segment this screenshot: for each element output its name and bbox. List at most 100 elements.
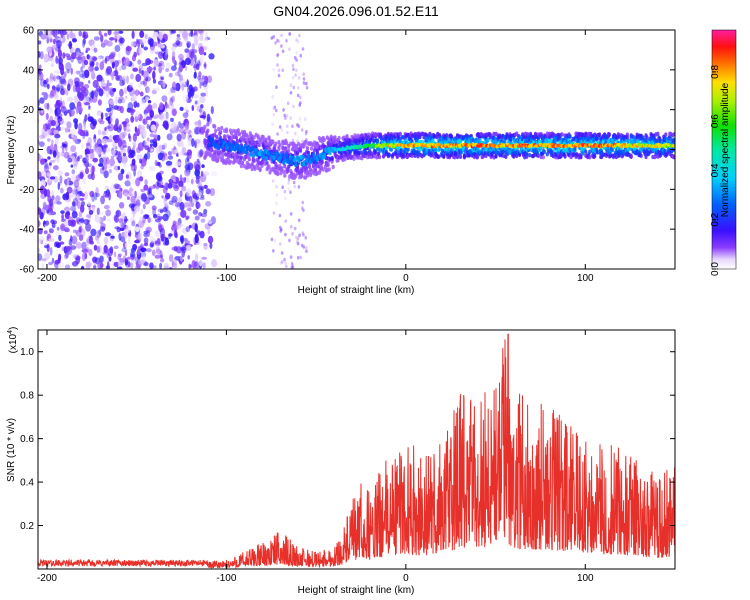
noise-cell [203, 171, 210, 176]
noise-cell [150, 124, 156, 132]
ridge-cell [320, 159, 324, 165]
ridge-cell [645, 135, 649, 140]
ridge-cell [327, 167, 331, 172]
noise-cell [113, 60, 120, 68]
noise-cell [57, 116, 63, 122]
noise-cell [127, 145, 132, 155]
ridge-cell [581, 151, 585, 156]
noise-cell [100, 112, 104, 120]
noise-cell [130, 73, 134, 80]
noise-cell [96, 112, 102, 117]
noise-cell [46, 146, 50, 151]
noise-cell [174, 71, 181, 77]
noise-cell [84, 102, 91, 106]
noise-cell [292, 85, 296, 90]
y-tick-label: 0 [28, 145, 34, 156]
noise-cell [187, 202, 194, 208]
x-tick-label: 0 [403, 273, 409, 284]
noise-cell [58, 118, 64, 125]
noise-cell [162, 81, 166, 90]
noise-cell [141, 62, 148, 67]
noise-cell [46, 36, 50, 44]
ridge-cell [218, 155, 222, 160]
noise-cell [198, 77, 204, 84]
noise-cell [151, 205, 157, 211]
noise-cell [93, 244, 98, 251]
ridge-cell [239, 155, 243, 160]
noise-cell [173, 178, 176, 183]
noise-cell [34, 227, 38, 230]
ridge-cell [520, 146, 524, 151]
noise-cell [106, 66, 113, 75]
noise-cell [280, 33, 283, 38]
noise-cell [200, 149, 205, 156]
noise-cell [117, 165, 121, 171]
noise-cell [99, 61, 105, 71]
noise-cell [291, 138, 295, 143]
noise-cell [172, 220, 177, 227]
noise-cell [65, 191, 70, 201]
noise-cell [83, 59, 89, 66]
noise-cell [42, 123, 47, 130]
noise-cell [66, 55, 72, 61]
noise-cell [85, 222, 92, 232]
ridge-cell [237, 131, 241, 137]
noise-cell [179, 190, 183, 198]
noise-cell [118, 190, 123, 199]
noise-cell [82, 31, 89, 40]
noise-cell [104, 232, 111, 237]
ridge-core-cell [265, 155, 269, 161]
noise-cell [113, 214, 118, 222]
noise-cell [104, 112, 108, 117]
ridge-cell [234, 135, 239, 140]
noise-cell [156, 213, 161, 219]
noise-cell [68, 41, 73, 50]
noise-cell [272, 211, 276, 215]
noise-cell [56, 226, 60, 231]
ridge-core-cell [275, 150, 279, 156]
noise-cell [187, 255, 190, 260]
noise-cell [133, 51, 137, 58]
noise-cell [194, 253, 199, 262]
noise-cell [145, 106, 150, 114]
noise-cell [205, 201, 212, 207]
noise-cell [149, 38, 154, 47]
noise-cell [197, 75, 201, 81]
noise-cell [78, 93, 85, 101]
noise-cell [170, 117, 174, 122]
noise-cell [139, 38, 146, 46]
noise-cell [116, 226, 121, 233]
ridge-cell [545, 152, 549, 157]
noise-cell [137, 59, 142, 65]
ridge-cell [664, 132, 668, 137]
noise-cell [199, 259, 203, 267]
noise-cell [74, 229, 78, 235]
noise-cell [90, 228, 97, 237]
noise-cell [152, 31, 159, 38]
noise-cell [111, 71, 115, 76]
noise-cell [92, 138, 99, 145]
noise-cell [294, 235, 298, 240]
noise-cell [124, 95, 128, 100]
noise-cell [67, 157, 73, 163]
noise-cell [75, 70, 81, 75]
noise-cell [199, 197, 205, 201]
noise-cell [115, 184, 121, 190]
colorbar-label: Normalized spectral amplitude [720, 82, 731, 217]
noise-cell [97, 261, 100, 269]
noise-cell [153, 66, 156, 71]
noise-cell [162, 213, 169, 222]
ridge-cell [340, 150, 344, 155]
noise-cell [211, 259, 218, 268]
noise-cell [183, 201, 190, 208]
noise-cell [290, 224, 293, 229]
noise-cell [74, 106, 77, 110]
noise-cell [99, 262, 104, 268]
noise-cell [119, 105, 124, 114]
noise-cell [295, 68, 298, 73]
noise-cell [85, 154, 89, 163]
ridge-cell [330, 156, 334, 161]
noise-cell [194, 223, 198, 233]
